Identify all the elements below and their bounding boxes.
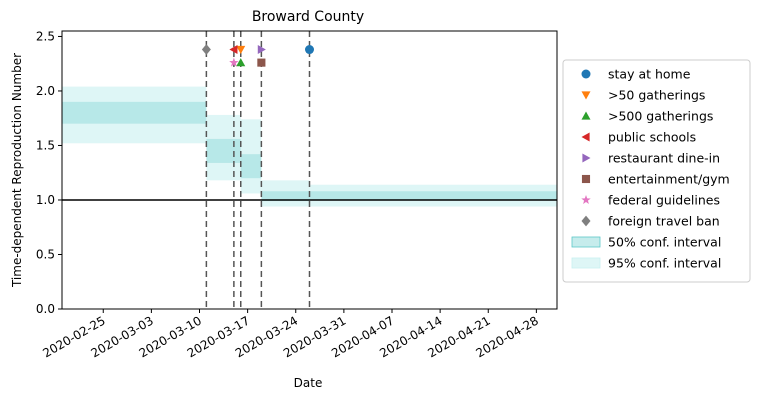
y-tick-label-3: 1.0 — [36, 193, 55, 207]
confidence-bands — [62, 86, 557, 207]
ci50-band-3 — [240, 154, 262, 179]
legend: stay at home >50 gatherings >500 gathering… — [562, 59, 751, 283]
marker-triangle-left-4 — [229, 45, 238, 55]
legend-label-7: federal guidelines — [608, 193, 720, 208]
marker-diamond-8 — [201, 44, 211, 55]
legend-box — [562, 59, 751, 283]
legend-label-8: foreign travel ban — [608, 214, 720, 229]
ci50-band-5 — [309, 191, 557, 200]
legend-label-5: restaurant dine-in — [608, 151, 720, 166]
ci50-band-2 — [206, 138, 241, 163]
legend-label-9: 50% conf. interval — [608, 235, 721, 250]
y-axis-label: Time-dependent Reproduction Number — [10, 53, 24, 288]
legend-label-6: entertainment/gym — [608, 172, 730, 187]
ci50-band-1 — [62, 101, 207, 124]
intervention-lines — [205, 31, 311, 309]
legend-marker-1 — [581, 69, 591, 79]
marker-star-7 — [229, 57, 239, 67]
plot-frame — [61, 30, 558, 310]
legend-label-10: 95% conf. interval — [608, 256, 721, 271]
intervention-markers — [201, 44, 314, 67]
legend-label-3: >500 gatherings — [608, 109, 713, 124]
legend-marker-8 — [581, 215, 591, 227]
ci95-band-3 — [240, 119, 262, 194]
x-axis-label: Date — [294, 376, 323, 390]
ci95-band-2 — [206, 114, 241, 181]
y-tick-label-6: 2.5 — [36, 29, 55, 43]
legend-marker-3 — [581, 111, 591, 120]
chart-title: Broward County — [252, 9, 364, 25]
legend-label-2: >50 gatherings — [608, 88, 705, 103]
y-tick-label-5: 2.0 — [36, 84, 55, 98]
marker-triangle-down-2 — [236, 45, 246, 55]
marker-triangle-right-5 — [257, 45, 266, 55]
x-axis-ticks: 2020-02-252020-03-032020-03-102020-03-17… — [40, 309, 541, 360]
ci95-band-5 — [309, 184, 557, 207]
marker-circle-1 — [305, 45, 314, 55]
ci50-band-4 — [261, 191, 310, 202]
legend-marker-5 — [582, 153, 591, 163]
legend-swatch-9 — [571, 236, 601, 248]
legend-marker-7 — [581, 195, 591, 204]
marker-triangle-up-3 — [236, 58, 246, 67]
legend-marker-6 — [581, 174, 591, 184]
marker-square-6 — [257, 58, 266, 67]
legend-swatch-10 — [571, 257, 601, 269]
y-tick-label-2: 0.5 — [36, 247, 55, 261]
y-axis-ticks: 0.0 0.5 1.0 1.5 2.0 2.5 — [36, 29, 62, 316]
legend-label-4: public schools — [608, 130, 696, 145]
ci95-band-1 — [62, 86, 207, 144]
legend-label-1: stay at home — [608, 67, 691, 82]
y-tick-label-4: 1.5 — [36, 138, 55, 152]
legend-marker-2 — [581, 91, 591, 100]
ci95-band-4 — [261, 180, 310, 207]
y-tick-label-1: 0.0 — [36, 302, 55, 316]
legend-marker-4 — [581, 132, 590, 142]
